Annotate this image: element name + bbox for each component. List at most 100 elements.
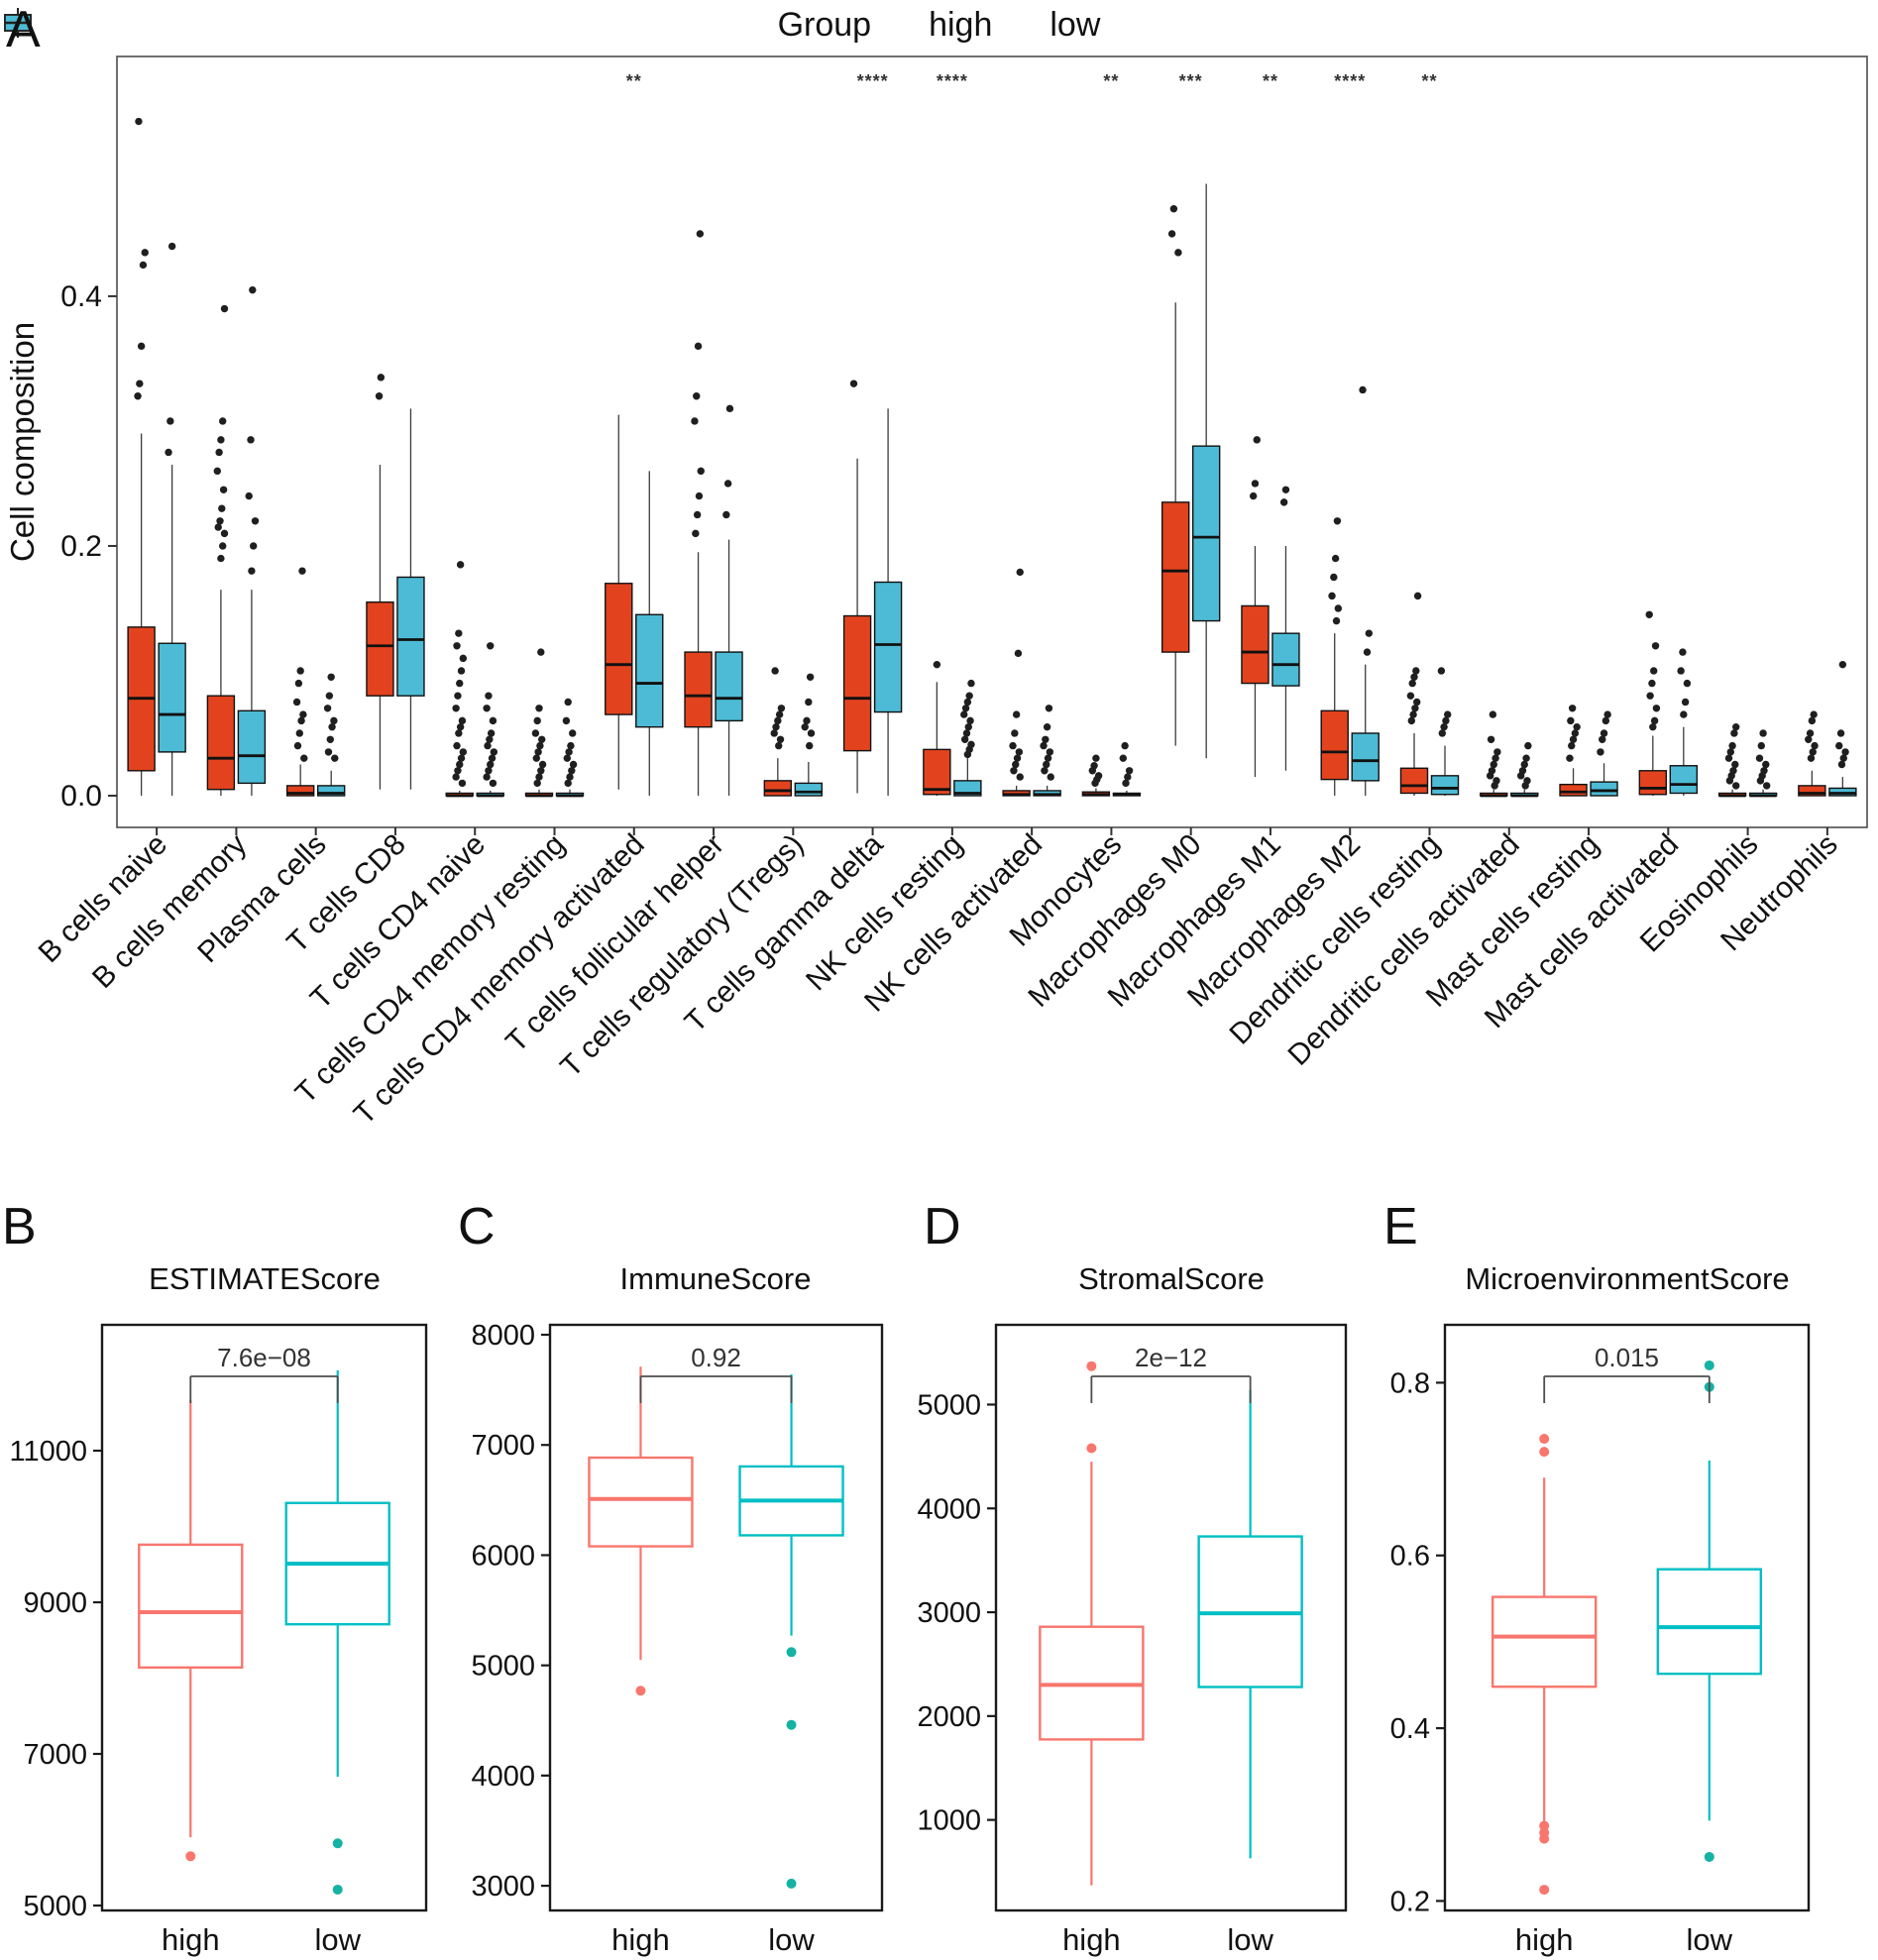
outlier-point <box>165 448 172 457</box>
iqr-box <box>206 695 236 791</box>
box-high <box>285 567 315 797</box>
outlier-point <box>532 754 540 762</box>
outlier-point <box>489 716 497 725</box>
outlier-point <box>805 698 813 707</box>
box-low <box>1033 705 1061 797</box>
outlier-point <box>1040 741 1048 750</box>
outlier-point <box>1253 436 1261 444</box>
outlier-point <box>1810 710 1818 718</box>
category-19: Mast cells resting <box>1420 705 1618 1014</box>
pvalue-bracket: 0.92 <box>639 1343 793 1403</box>
outlier-point <box>455 629 463 637</box>
outlier-point <box>1603 710 1611 718</box>
iqr-box <box>1491 1595 1598 1688</box>
outlier-point <box>567 741 575 750</box>
outlier-point <box>249 285 257 294</box>
y-tick-label: 6000 <box>471 1540 535 1572</box>
outlier-point <box>1413 592 1422 600</box>
box-low: low <box>284 1369 390 1957</box>
outlier-point <box>962 729 971 737</box>
outlier-point <box>487 729 496 737</box>
outlier-point <box>1043 760 1050 769</box>
outlier-point <box>216 517 224 525</box>
outlier-point <box>459 654 468 663</box>
panel-c-title: ImmuneScore <box>619 1261 812 1296</box>
outlier-point <box>1492 777 1500 785</box>
outlier-point <box>1043 722 1051 731</box>
outlier-point <box>331 754 339 762</box>
outlier-point <box>1652 705 1661 712</box>
outlier-point <box>1677 667 1685 675</box>
outlier-point <box>166 417 174 425</box>
outlier-point <box>325 692 334 700</box>
outlier-point <box>1044 754 1052 762</box>
iqr-box <box>285 785 315 797</box>
iqr-box <box>1638 770 1668 796</box>
iqr-box <box>396 576 425 697</box>
iqr-box <box>1320 709 1349 781</box>
outlier-point <box>453 741 461 750</box>
iqr-box <box>842 614 872 752</box>
outlier-point <box>536 741 544 750</box>
outlier-point <box>1281 486 1290 493</box>
significance-stars: *** <box>1179 71 1203 91</box>
outlier-point <box>1762 782 1771 790</box>
x-category-label: T cells CD4 memory activated <box>348 828 651 1132</box>
outlier-point <box>1444 710 1452 718</box>
outlier-point <box>770 729 778 737</box>
box-high <box>1798 710 1826 797</box>
outlier-point <box>693 392 701 400</box>
outlier-point <box>1681 698 1690 707</box>
outlier-point <box>375 392 384 400</box>
outlier-point <box>1365 629 1374 637</box>
box-high <box>1160 205 1190 746</box>
outlier-point <box>332 1884 343 1895</box>
outlier-point <box>458 779 467 788</box>
outlier-point <box>803 716 811 725</box>
outlier-point <box>167 242 176 251</box>
outlier-point <box>1680 710 1688 718</box>
box-high <box>1638 610 1668 796</box>
outlier-point <box>1119 754 1128 762</box>
outlier-point <box>458 716 467 725</box>
outlier-point <box>483 773 491 781</box>
iqr-box <box>138 1543 244 1670</box>
outlier-point <box>563 754 571 762</box>
y-tick-label: 3000 <box>471 1871 535 1903</box>
outlier-point <box>564 698 572 707</box>
outlier-point <box>1730 729 1738 737</box>
category-17: Dendritic cells resting** <box>1224 71 1460 1051</box>
outlier-point <box>1808 716 1817 725</box>
iqr-box <box>1399 767 1429 795</box>
outlier-point <box>1599 735 1606 743</box>
box-high <box>605 414 633 790</box>
iqr-box <box>635 613 664 728</box>
box-low <box>237 285 267 796</box>
box-high <box>1559 705 1588 797</box>
iqr-box <box>1590 781 1618 797</box>
outlier-point <box>569 760 578 769</box>
outlier-point <box>806 741 814 750</box>
significance-stars: ** <box>626 71 642 91</box>
box-low <box>396 408 425 790</box>
iqr-box <box>763 780 793 797</box>
outlier-point <box>1757 741 1765 750</box>
outlier-point <box>1539 1833 1550 1844</box>
outlier-point <box>1602 716 1610 725</box>
outlier-point <box>1437 667 1446 675</box>
outlier-point <box>801 722 809 731</box>
outlier-point <box>251 517 260 525</box>
outlier-point <box>456 679 464 688</box>
outlier-point <box>806 673 815 681</box>
outlier-point <box>1841 748 1849 756</box>
outlier-point <box>1567 716 1575 725</box>
outlier-point <box>693 510 702 519</box>
significance-stars: ** <box>1421 71 1437 91</box>
outlier-point <box>1487 735 1495 743</box>
box-low <box>1191 183 1221 759</box>
outlier-point <box>1566 754 1574 762</box>
outlier-point <box>1013 754 1022 762</box>
box-high <box>1717 722 1747 798</box>
outlier-point <box>538 760 547 769</box>
